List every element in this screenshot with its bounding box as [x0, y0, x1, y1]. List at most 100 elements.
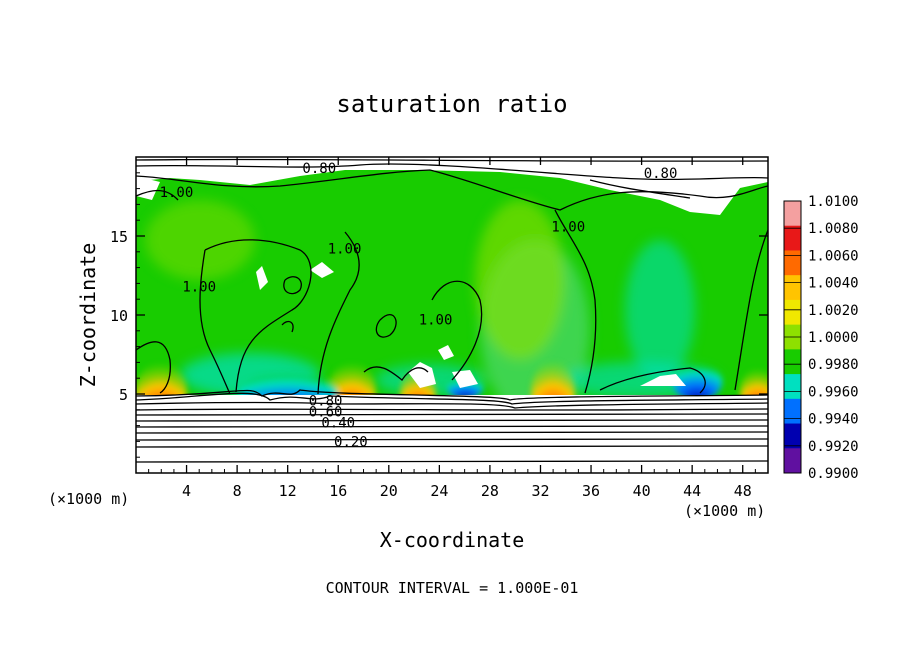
white-patch-top — [136, 157, 768, 215]
hot-spot — [136, 362, 187, 395]
contour-label: 0.80 — [309, 393, 343, 409]
contour-label: 0.40 — [321, 415, 355, 431]
contour-line — [136, 189, 179, 201]
cloud-hole — [256, 266, 268, 290]
hot-spot — [740, 368, 768, 395]
colorbar-label: 1.0100 — [808, 194, 859, 210]
contour-label: 1.00 — [419, 313, 453, 329]
colorbar-swatch — [784, 349, 801, 375]
x-tick-label: 28 — [481, 482, 499, 500]
x-tick-label: 20 — [380, 482, 398, 500]
contour-line — [599, 367, 706, 394]
colorbar-swatch — [784, 201, 801, 227]
colorbar-label: 0.9980 — [808, 357, 859, 373]
y-tick-label: 10 — [110, 307, 128, 325]
x-tick-label: 40 — [633, 482, 651, 500]
contour-line — [375, 313, 397, 338]
x-tick-label: 36 — [582, 482, 600, 500]
colorbar-label: 1.0020 — [808, 303, 859, 319]
yellow-green-region — [475, 200, 565, 360]
colorbar-swatch — [784, 250, 801, 276]
contour-line — [136, 408, 768, 411]
colorbar-label: 1.0060 — [808, 248, 859, 264]
contour-interval-note: CONTOUR INTERVAL = 1.000E-01 — [326, 579, 579, 597]
colorbar-label: 0.9900 — [808, 466, 859, 482]
x-tick-label: 32 — [531, 482, 549, 500]
contour-line — [734, 229, 768, 391]
x-unit-label-left: (×1000 m) — [48, 490, 129, 508]
green-upper-left — [145, 200, 255, 280]
colorbar-swatch — [784, 225, 801, 251]
hot-spot — [328, 362, 376, 395]
colorbar-swatch — [784, 398, 801, 425]
cloud-hole — [310, 262, 334, 278]
colorbar-swatch — [784, 448, 801, 474]
colorbar-label: 1.0000 — [808, 330, 859, 346]
contour-line — [136, 163, 768, 181]
y-axis-title: Z-coordinate — [76, 243, 100, 388]
cloud-hole — [640, 374, 686, 386]
cloud-hole — [452, 370, 478, 388]
contour-label: 0.60 — [309, 404, 343, 420]
x-axis-title: X-coordinate — [380, 528, 525, 552]
y-axis-ticks: 5 10 15 — [110, 172, 768, 458]
contour-line — [136, 389, 768, 401]
contour-line — [281, 320, 294, 333]
contour-label: 0.20 — [334, 434, 368, 450]
contour-line — [136, 341, 171, 394]
colorbar-label: 0.9940 — [808, 412, 859, 428]
contour-label: 0.80 — [302, 161, 336, 177]
contour-line — [136, 460, 768, 463]
colorbar-swatch — [784, 374, 801, 400]
contour-line — [136, 158, 768, 162]
colorbar-swatch — [784, 299, 801, 326]
contour-line — [136, 392, 768, 405]
x-tick-label: 16 — [329, 482, 347, 500]
contour-line — [136, 419, 768, 422]
contour-line — [136, 445, 768, 448]
heatmap-field: 0.80 0.801.001.001.001.001.000.800.600.40… — [136, 157, 768, 473]
contour-label: 1.00 — [182, 280, 216, 296]
x-tick-label: 48 — [734, 482, 752, 500]
colorbar-label: 0.9960 — [808, 384, 859, 400]
colorbar-label: 0.9920 — [808, 439, 859, 455]
y-tick-label: 15 — [110, 228, 128, 246]
cold-spot — [672, 364, 722, 395]
colorbar-swatch — [784, 275, 801, 301]
cyan-plume-right — [625, 240, 695, 380]
contour-line — [136, 401, 768, 409]
x-tick-label: 8 — [233, 482, 242, 500]
contour-line — [136, 413, 768, 416]
colorbar: 1.0100 1.0080 1.0060 1.0040 1.0020 1.0000 0.99… — [783, 194, 859, 482]
hot-spot — [531, 360, 575, 395]
contour-line — [199, 249, 231, 395]
contour-line — [136, 431, 768, 434]
colorbar-label: 1.0080 — [808, 221, 859, 237]
x-tick-label: 44 — [683, 482, 701, 500]
contour-label: 1.00 — [328, 242, 362, 258]
cloud-hole — [438, 345, 454, 360]
contour-line — [363, 366, 429, 381]
contour-lines — [136, 158, 768, 463]
contour-label-group: 0.80 0.801.001.001.001.001.000.800.600.40… — [160, 161, 678, 450]
contour-line — [136, 425, 768, 428]
contour-line — [317, 231, 360, 395]
contour-label: 1.00 — [160, 185, 194, 201]
x-axis-ticks: 4 8 12 16 20 24 28 32 36 40 44 48 — [148, 157, 756, 500]
contour-line — [431, 280, 483, 381]
x-tick-label: 12 — [279, 482, 297, 500]
x-tick-label: 24 — [430, 482, 448, 500]
contour-line — [589, 179, 691, 199]
contour-label: 1.00 — [551, 220, 585, 236]
y-tick-label: 5 — [119, 386, 128, 404]
contour-line — [554, 209, 597, 394]
colorbar-label: 1.0040 — [808, 276, 859, 292]
cold-spot — [238, 372, 338, 395]
contour-line — [283, 276, 302, 295]
contour-line — [204, 239, 312, 393]
contour-line — [136, 169, 768, 211]
contour-line — [136, 438, 768, 441]
chart-title: saturation ratio — [336, 90, 567, 118]
contour-label: 0.80 — [644, 166, 678, 182]
